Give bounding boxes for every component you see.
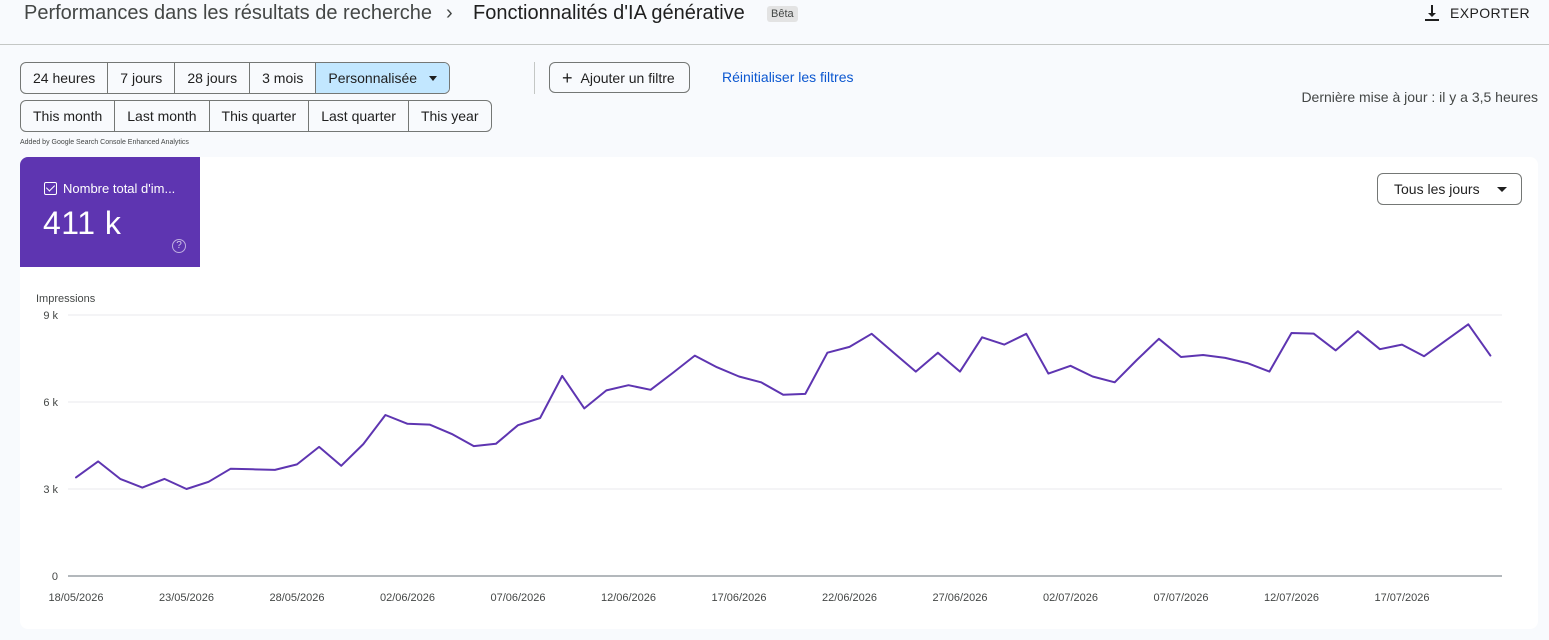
last-month-button[interactable]: Last month (115, 101, 210, 131)
breadcrumb-parent-link[interactable]: Performances dans les résultats de reche… (24, 2, 432, 24)
impressions-metric-card[interactable]: Nombre total d'im... 411 k ? (20, 157, 200, 267)
granularity-select-value: Tous les jours (1394, 181, 1480, 197)
x-tick-label: 02/06/2026 (380, 592, 435, 604)
range-24h-button[interactable]: 24 heures (21, 63, 109, 93)
x-tick-label: 07/07/2026 (1153, 592, 1208, 604)
range-28d-button[interactable]: 28 jours (175, 63, 251, 93)
extension-credit: Added by Google Search Console Enhanced … (20, 139, 189, 146)
range-custom-button[interactable]: Personnalisée (316, 63, 450, 93)
chart-card: Impressions 0 3 k 6 k 9 k 18/05/2026 23/05/202… (20, 157, 1538, 629)
help-icon[interactable]: ? (172, 239, 186, 253)
reset-filters-link[interactable]: Réinitialiser les filtres (722, 69, 854, 85)
page-header: Performances dans les résultats de reche… (0, 0, 1549, 45)
toolbar-divider (534, 62, 535, 94)
quick-range-group: This month Last month This quarter Last … (20, 100, 492, 132)
y-axis-label: Impressions (36, 293, 96, 305)
x-tick-label: 17/06/2026 (711, 592, 766, 604)
y-tick-label: 9 k (43, 310, 58, 322)
download-icon (1425, 5, 1440, 21)
export-button[interactable]: EXPORTER (1422, 3, 1530, 23)
metric-label: Nombre total d'im... (63, 181, 176, 196)
range-7d-button[interactable]: 7 jours (108, 63, 176, 93)
impressions-chart: Impressions 0 3 k 6 k 9 k 18/05/2026 23/05/202… (36, 293, 1502, 604)
x-tick-label: 12/07/2026 (1264, 592, 1319, 604)
add-filter-label: Ajouter un filtre (580, 69, 675, 86)
x-tick-label: 23/05/2026 (159, 592, 214, 604)
y-tick-label: 3 k (43, 484, 58, 496)
checkbox-checked-icon[interactable] (44, 182, 57, 195)
x-tick-label: 07/06/2026 (490, 592, 545, 604)
x-tick-label: 22/06/2026 (822, 592, 877, 604)
y-tick-label: 6 k (43, 397, 58, 409)
granularity-select[interactable]: Tous les jours (1377, 173, 1522, 205)
x-tick-label: 02/07/2026 (1043, 592, 1098, 604)
x-tick-label: 18/05/2026 (48, 592, 103, 604)
this-quarter-button[interactable]: This quarter (210, 101, 310, 131)
impressions-series-line (75, 323, 1492, 490)
add-filter-button[interactable]: + Ajouter un filtre (549, 62, 690, 93)
last-update-text: Dernière mise à jour : il y a 3,5 heures (1301, 89, 1538, 105)
range-3m-button[interactable]: 3 mois (250, 63, 317, 93)
x-tick-label: 27/06/2026 (932, 592, 987, 604)
y-tick-label: 0 (52, 571, 58, 583)
x-tick-label: 17/07/2026 (1374, 592, 1429, 604)
date-range-group: 24 heures 7 jours 28 jours 3 mois Person… (20, 62, 451, 94)
metric-value: 411 k (43, 205, 122, 241)
breadcrumb-chevron-icon: › (446, 2, 453, 24)
range-custom-label: Personnalisée (328, 70, 418, 86)
this-year-button[interactable]: This year (420, 108, 479, 124)
export-label: EXPORTER (1450, 5, 1530, 21)
beta-badge: Bêta (767, 6, 798, 22)
plus-icon: + (562, 67, 573, 88)
x-tick-label: 12/06/2026 (601, 592, 656, 604)
this-month-button[interactable]: This month (21, 101, 116, 131)
page-title: Fonctionnalités d'IA générative (473, 2, 745, 24)
caret-down-icon (1497, 187, 1507, 192)
x-tick-label: 28/05/2026 (269, 592, 324, 604)
last-quarter-button[interactable]: Last quarter (309, 101, 409, 131)
caret-down-icon (429, 75, 438, 81)
